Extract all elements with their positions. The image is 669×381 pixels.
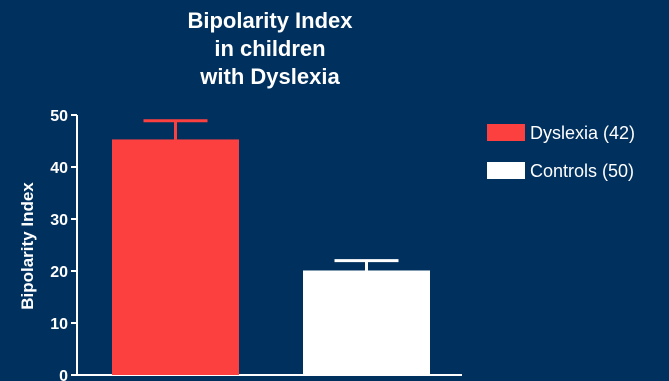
legend-swatch — [487, 124, 525, 141]
bar — [303, 270, 430, 375]
chart-title: Bipolarity Index in children with Dyslexia — [187, 8, 353, 89]
chart-title-line: Bipolarity Index — [187, 8, 353, 33]
y-tick-label: 40 — [50, 160, 68, 177]
bars — [112, 119, 430, 375]
y-tick-label: 30 — [50, 212, 68, 229]
legend: Dyslexia (42) Controls (50) — [487, 123, 635, 181]
chart-title-line: with Dyslexia — [199, 64, 340, 89]
y-tick-label: 50 — [50, 108, 68, 125]
legend-label: Controls (50) — [530, 161, 634, 181]
y-tick-label: 10 — [50, 316, 68, 333]
y-tick-label: 20 — [50, 264, 68, 281]
chart-title-line: in children — [214, 36, 325, 61]
y-tick-label: 0 — [59, 368, 68, 381]
legend-swatch — [487, 162, 525, 179]
bar — [112, 139, 239, 375]
y-axis-label: Bipolarity Index — [18, 182, 37, 310]
legend-label: Dyslexia (42) — [530, 123, 635, 143]
